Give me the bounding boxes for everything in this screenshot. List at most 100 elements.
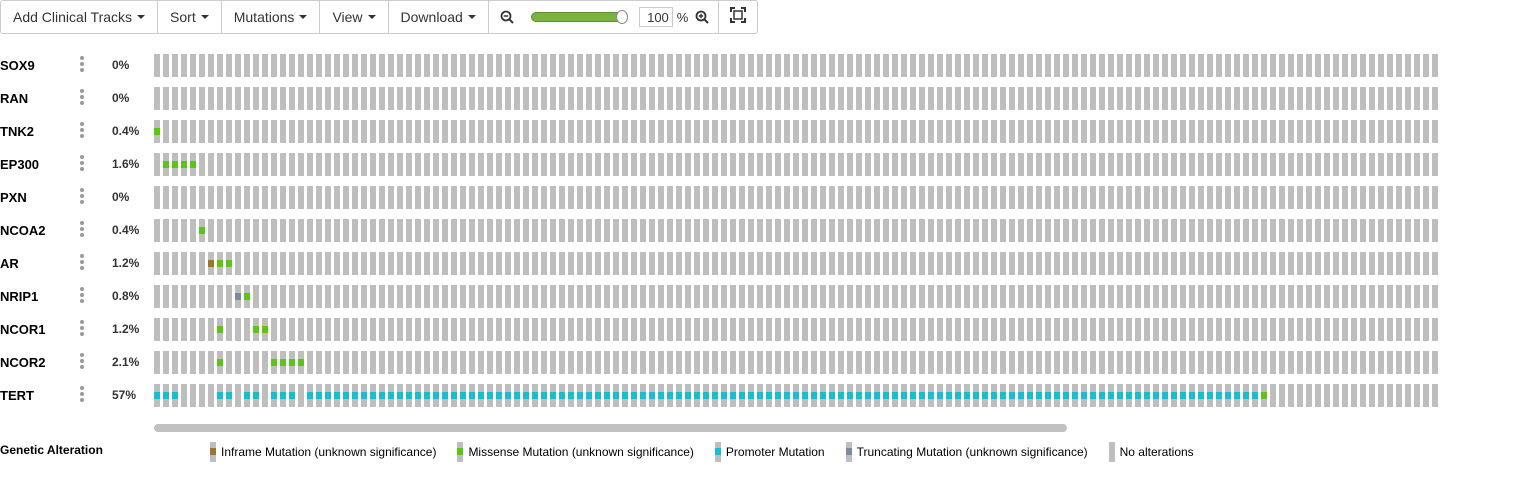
sample-cell[interactable] [586,285,592,308]
sample-cell[interactable] [982,54,988,77]
sample-cell[interactable] [1234,219,1240,242]
sample-cell[interactable] [991,351,997,374]
sample-cell[interactable] [442,351,448,374]
sample-cell[interactable] [1360,54,1366,77]
sample-cell[interactable] [415,87,421,110]
sample-cell[interactable] [856,384,862,407]
sample-cell[interactable] [388,351,394,374]
sample-cell[interactable] [1225,87,1231,110]
sample-cell[interactable] [784,153,790,176]
sample-cell[interactable] [433,318,439,341]
sample-cell[interactable] [523,219,529,242]
sample-cell[interactable] [1180,186,1186,209]
track-menu-icon[interactable] [80,188,84,207]
sample-cell[interactable] [1360,87,1366,110]
sample-cell[interactable] [1054,285,1060,308]
sample-cell[interactable] [676,153,682,176]
sample-cell[interactable] [937,252,943,275]
sample-cell[interactable] [1108,186,1114,209]
sample-cell[interactable] [757,318,763,341]
sample-cell[interactable] [991,54,997,77]
sample-cell[interactable] [622,285,628,308]
sample-cell[interactable] [649,285,655,308]
sample-cell[interactable] [865,351,871,374]
sample-cell[interactable] [208,351,214,374]
sample-cell[interactable] [586,384,592,407]
sample-cell[interactable] [820,87,826,110]
sample-cell[interactable] [1288,186,1294,209]
sample-cell[interactable] [748,285,754,308]
sample-cell[interactable] [1342,318,1348,341]
sample-cell[interactable] [550,252,556,275]
sample-cell[interactable] [1297,318,1303,341]
sample-cell[interactable] [280,285,286,308]
sample-cell[interactable] [1378,219,1384,242]
sample-cell[interactable] [640,351,646,374]
sample-cell[interactable] [856,252,862,275]
sample-cell[interactable] [1216,153,1222,176]
sample-cell[interactable] [451,285,457,308]
sample-cell[interactable] [514,351,520,374]
sample-cell[interactable] [1081,252,1087,275]
sample-cell[interactable] [343,351,349,374]
sample-cell[interactable] [721,384,727,407]
sample-cell[interactable] [1324,120,1330,143]
sample-cell[interactable] [1288,87,1294,110]
sample-cell[interactable] [667,186,673,209]
sample-cell[interactable] [424,285,430,308]
sample-cell[interactable] [775,120,781,143]
sample-cell[interactable] [559,219,565,242]
sample-cell[interactable] [163,153,169,176]
sample-cell[interactable] [1360,384,1366,407]
sample-cell[interactable] [604,153,610,176]
sample-cell[interactable] [694,120,700,143]
sample-cell[interactable] [253,318,259,341]
sample-cell[interactable] [1378,54,1384,77]
sample-cell[interactable] [253,54,259,77]
sample-cell[interactable] [1423,120,1429,143]
sample-cell[interactable] [1000,153,1006,176]
sample-cell[interactable] [1108,54,1114,77]
sample-cell[interactable] [1324,186,1330,209]
sample-cell[interactable] [316,219,322,242]
sample-cell[interactable] [415,120,421,143]
sample-cell[interactable] [1198,351,1204,374]
sample-cell[interactable] [307,351,313,374]
sample-cell[interactable] [883,120,889,143]
sample-cell[interactable] [415,318,421,341]
sample-cell[interactable] [388,186,394,209]
sample-cell[interactable] [1189,384,1195,407]
sample-cell[interactable] [730,186,736,209]
sample-cell[interactable] [793,384,799,407]
sample-cell[interactable] [424,87,430,110]
sample-cell[interactable] [1027,54,1033,77]
sample-cell[interactable] [1000,186,1006,209]
sample-cell[interactable] [1081,318,1087,341]
sample-cell[interactable] [910,318,916,341]
sample-cell[interactable] [1171,384,1177,407]
sample-cell[interactable] [325,153,331,176]
sample-cell[interactable] [280,318,286,341]
sample-cell[interactable] [325,120,331,143]
sample-cell[interactable] [991,153,997,176]
sample-cell[interactable] [415,351,421,374]
sample-cell[interactable] [487,318,493,341]
sample-cell[interactable] [424,120,430,143]
sample-cell[interactable] [964,252,970,275]
sample-cell[interactable] [433,384,439,407]
sample-cell[interactable] [811,186,817,209]
sample-cell[interactable] [514,318,520,341]
sample-cell[interactable] [1288,120,1294,143]
sample-cell[interactable] [334,384,340,407]
sample-cell[interactable] [883,186,889,209]
sample-cell[interactable] [1432,219,1438,242]
sample-cell[interactable] [460,219,466,242]
sample-cell[interactable] [640,285,646,308]
sample-cell[interactable] [199,219,205,242]
sample-cell[interactable] [838,252,844,275]
sample-cell[interactable] [1351,318,1357,341]
sample-cell[interactable] [892,87,898,110]
sample-cell[interactable] [523,252,529,275]
sample-cell[interactable] [577,87,583,110]
sample-cell[interactable] [352,384,358,407]
